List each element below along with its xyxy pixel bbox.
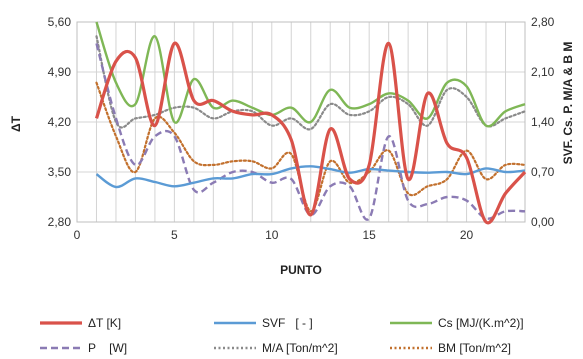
right-tick-label: 0,00 [531, 215, 555, 229]
left-tick-label: 4,90 [48, 65, 72, 79]
x-tick-label: 0 [74, 228, 81, 242]
left-tick-label: 5,60 [48, 15, 72, 29]
x-axis-title: PUNTO [280, 263, 322, 277]
series-line-0 [94, 41, 527, 225]
right-axis-title: SVF. Cs. P. M/A & B M [561, 42, 575, 165]
series-line-3 [95, 43, 526, 221]
left-tick-label: 2,80 [48, 215, 72, 229]
legend-label-0: ΔT [K] [88, 316, 121, 330]
right-tick-label: 1,40 [531, 115, 555, 129]
x-axis-ticks: 0 5 10 15 20 [74, 228, 474, 242]
legend-label-5: BM [Ton/m^2] [438, 341, 511, 355]
right-tick-label: 0,70 [531, 165, 555, 179]
x-tick-label: 20 [460, 228, 474, 242]
series-lines [94, 21, 527, 225]
series-line-1 [95, 165, 526, 189]
x-tick-label: 5 [171, 228, 178, 242]
left-axis-title: ΔT [9, 115, 23, 132]
legend-label-2: Cs [MJ/(K.m^2)] [438, 316, 524, 330]
left-tick-label: 4,20 [48, 115, 72, 129]
plot-area-border [76, 21, 526, 223]
legend-label-4: M/A [Ton/m^2] [262, 341, 338, 355]
legend: ΔT [K] SVF [ - ] Cs [MJ/(K.m^2)] P [W] M/A [… [40, 316, 524, 355]
right-tick-label: 2,80 [531, 15, 555, 29]
series-line-4 [95, 35, 527, 131]
right-tick-label: 2,10 [531, 65, 555, 79]
left-tick-label: 3,50 [48, 165, 72, 179]
left-axis-ticks: 2,80 3,50 4,20 4,90 5,60 [48, 15, 72, 229]
x-tick-label: 15 [362, 228, 376, 242]
legend-label-1: SVF [ - ] [262, 316, 313, 330]
x-tick-label: 10 [265, 228, 279, 242]
legend-label-3: P [W] [88, 341, 127, 355]
right-axis-ticks: 0,00 0,70 1,40 2,10 2,80 [531, 15, 555, 229]
